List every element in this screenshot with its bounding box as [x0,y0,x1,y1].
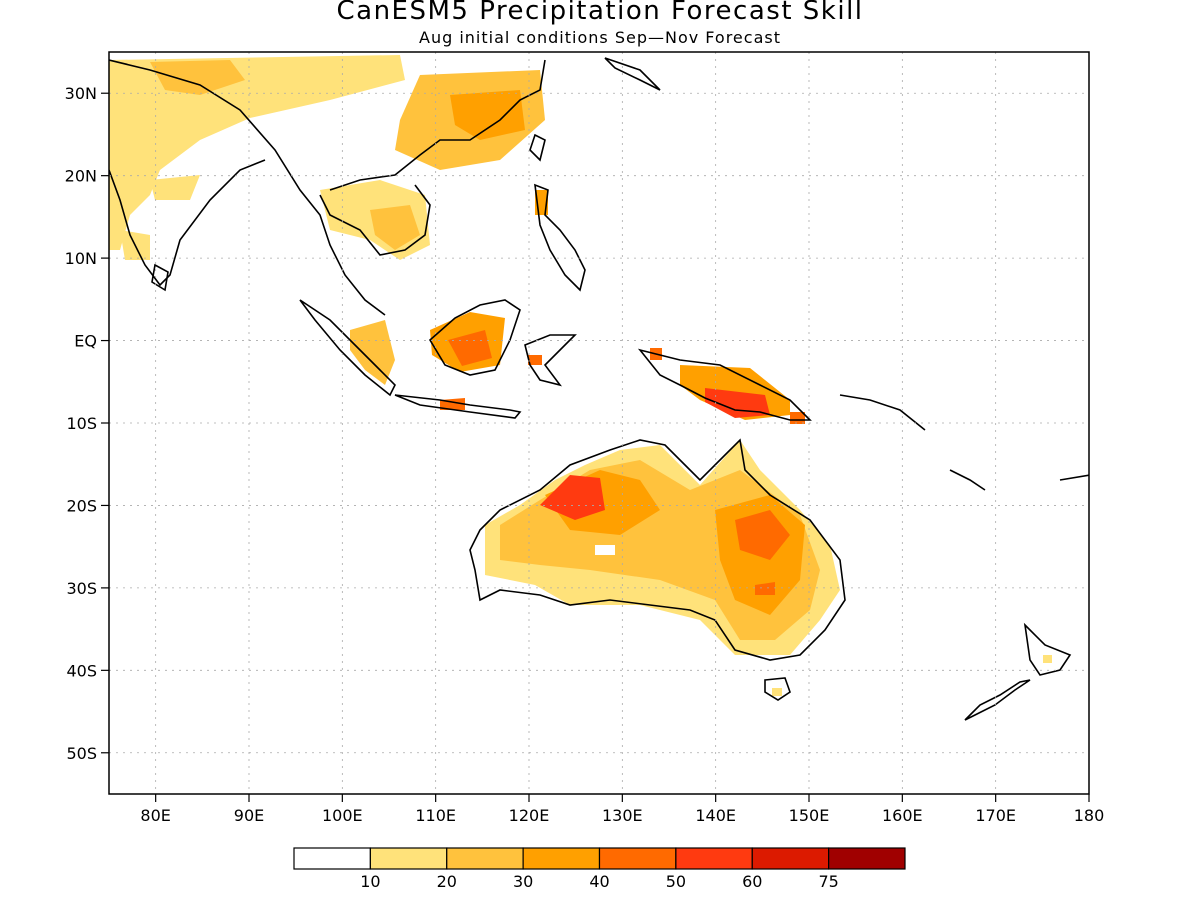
skill-shading [109,55,1052,696]
skill-region-new-guinea-core [705,388,770,418]
colorbar-label: 10 [360,872,380,891]
lon-tick-label: 140E [695,806,736,825]
lon-tick-label: 80E [140,806,170,825]
coastline-java [394,394,522,419]
lon-tick-label: 90E [234,806,264,825]
lon-tick-label: 130E [602,806,643,825]
coastline-indochina [319,184,431,256]
lon-tick-label: 170E [975,806,1016,825]
lon-tick-label: 150E [789,806,830,825]
lon-tick-label: 110E [415,806,456,825]
colorbar-bin [828,847,906,870]
colorbar-bin [293,847,371,870]
lon-tick-label: 160E [882,806,923,825]
colorbar-label: 20 [437,872,457,891]
coastline-new-zealand [964,622,1072,721]
coastline-solomons [839,394,926,431]
skill-region-sumatra [350,320,395,385]
colorbar-bin [369,847,448,870]
coastlines [109,57,1089,721]
skill-region-borneo-core [448,330,492,366]
coastline-sri-lanka [151,263,169,292]
lat-tick-label: 40S [66,661,97,680]
colorbar-bin [598,847,677,870]
colorbar-bin [446,847,524,870]
skill-region-india-high [150,60,245,95]
coastline-vanuatu-fiji [949,469,1089,491]
skill-region-indochina-core [370,205,420,250]
lat-tick-label: 30S [66,579,97,598]
coastline-japan [604,57,661,91]
lon-axis: 80E 90E 100E 110E 120E 130E 140E 150E 160E 170E 18… [140,794,1104,825]
skill-region-south-asia [109,55,405,250]
coastline-sulawesi [524,334,577,387]
colorbar-label: 60 [742,872,762,891]
skill-region-china-core [450,90,525,140]
lat-tick-label: 10S [66,414,97,433]
colorbar-bin [522,847,601,870]
colorbar-label: 30 [513,872,533,891]
coastline-taiwan [529,133,546,162]
coastline-new-guinea [637,348,812,421]
lat-tick-label: 20S [66,496,97,515]
lon-tick-label: 180 [1074,806,1105,825]
lat-axis: 30N 20N 10N EQ 10S 20S 30S 40S 50S [65,84,109,763]
coastline-tasmania [764,677,791,701]
lat-tick-label: 50S [66,744,97,763]
colorbar-label: 50 [666,872,686,891]
coastline-philippines [534,183,586,292]
colorbar-bin [675,847,753,870]
colorbar: 10 20 30 40 50 60 75 [293,847,906,891]
coastline-india [109,159,266,287]
skill-region-australia-nw-core [540,475,605,520]
coastline-borneo [428,299,521,376]
map-subtitle: Aug initial conditions Sep—Nov Forecast [419,28,781,47]
lat-tick-label: 20N [65,167,97,186]
coastline-asia [109,59,546,316]
colorbar-label: 40 [589,872,609,891]
lat-tick-label: 30N [65,84,97,103]
lat-tick-label: EQ [74,332,97,351]
colorbar-label: 75 [818,872,838,891]
lon-tick-label: 120E [509,806,550,825]
lat-tick-label: 10N [65,249,97,268]
coastline-australia [469,438,846,661]
colorbar-bin [751,847,830,870]
map-title: CanESM5 Precipitation Forecast Skill [336,0,864,26]
lon-tick-label: 100E [322,806,363,825]
